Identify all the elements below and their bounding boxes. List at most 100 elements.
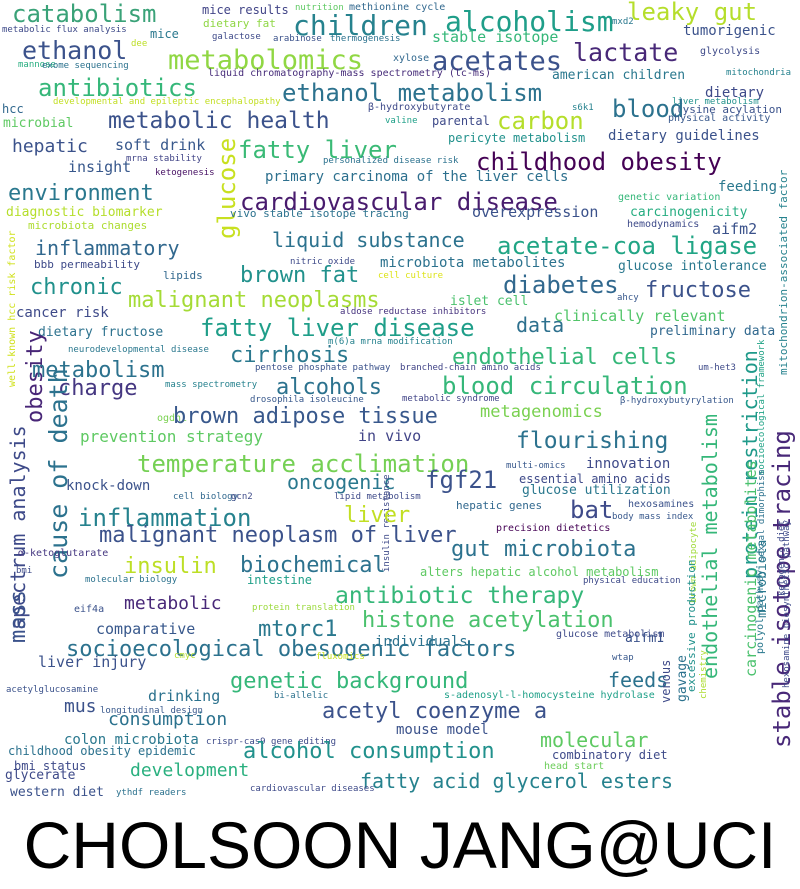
cloud-word: fatty liver xyxy=(238,136,397,164)
cloud-word: α-ketoglutarate xyxy=(18,548,109,559)
cloud-word: essential amino acids xyxy=(519,472,671,486)
cloud-word: brown fat xyxy=(240,263,360,288)
cloud-word: β-hydroxybutyrate xyxy=(368,102,471,113)
cloud-word: bat xyxy=(570,496,614,524)
cloud-word: chemistry xyxy=(699,650,709,699)
cloud-word: pericyte metabolism xyxy=(448,131,586,145)
cloud-word: precision dietetics xyxy=(496,523,611,534)
cloud-word: liver xyxy=(344,503,411,528)
cloud-word: overexpression xyxy=(472,203,599,221)
cloud-word: innovation xyxy=(586,456,671,472)
cloud-word: childhood obesity epidemic xyxy=(8,744,196,758)
cloud-word: metabolic flux analysis xyxy=(2,25,127,35)
cloud-word: bbb permeability xyxy=(34,258,140,271)
cloud-word: comparative xyxy=(96,620,196,638)
cloud-word: parental xyxy=(432,114,490,128)
cloud-word: molecular xyxy=(540,728,649,752)
cloud-word: flourishing xyxy=(516,428,669,454)
cloud-word: soft drink xyxy=(115,136,206,154)
cloud-word: mxd2 xyxy=(612,17,634,27)
cloud-word: pentose phosphate pathway xyxy=(255,363,391,373)
cloud-word: blood circulation xyxy=(442,372,688,400)
cloud-word: cell biology xyxy=(173,492,239,502)
cloud-word: hexosamines xyxy=(628,499,695,510)
cloud-word: metagenomics xyxy=(480,402,603,422)
cloud-word: drinking xyxy=(148,687,221,705)
cloud-word: lactate xyxy=(573,38,679,67)
cloud-word: prevention strategy xyxy=(80,427,264,446)
cloud-word: m(6)a mrna modification xyxy=(328,337,453,347)
cloud-word: molecular biology xyxy=(85,575,178,585)
cloud-word: glucose intolerance xyxy=(618,259,767,274)
cloud-word: hepatic xyxy=(12,136,88,157)
cloud-word: dietary fat xyxy=(203,17,276,30)
cloud-word: mtorc1 xyxy=(258,617,338,642)
cloud-word: metabolomics xyxy=(168,45,364,76)
cloud-word: dee xyxy=(131,39,148,49)
cloud-word: mass spectrometry xyxy=(165,380,258,390)
cloud-word: microbiota changes xyxy=(28,219,148,232)
cloud-word: environment xyxy=(8,181,154,206)
cloud-word: s-adenosyl-l-homocysteine hydrolase xyxy=(444,690,655,701)
cloud-word: insight xyxy=(68,158,132,176)
cloud-word: nutrition xyxy=(295,3,344,13)
cloud-word: venous xyxy=(659,659,673,703)
cloud-word: islet cell xyxy=(450,294,529,309)
cloud-word: intestine xyxy=(247,573,313,587)
cloud-word: ahcy xyxy=(617,293,639,303)
cloud-word: bi-allelic xyxy=(274,691,329,701)
cloud-word: dietary fructose xyxy=(38,325,164,340)
cloud-word: um-het3 xyxy=(698,363,736,373)
cloud-word: mass xyxy=(6,590,31,643)
cloud-word: β-hydroxybutyrylation xyxy=(620,396,734,406)
cloud-word: alcohol consumption xyxy=(243,739,495,764)
cloud-word: vivo stable isotope tracing xyxy=(230,207,409,220)
cloud-word: antibiotics xyxy=(38,74,197,102)
cloud-word: aifm1 xyxy=(625,631,665,646)
cloud-word: mus xyxy=(64,696,97,717)
cloud-word: development xyxy=(130,760,250,781)
cloud-word: mouse model xyxy=(396,722,489,738)
cloud-word: temperature acclimation xyxy=(137,450,470,478)
cloud-word: bmi status xyxy=(14,759,87,773)
cloud-word: fructose xyxy=(645,278,751,303)
cloud-word: acetyl coenzyme a xyxy=(322,699,548,724)
cloud-word: thermogenesis xyxy=(330,34,401,44)
cloud-word: neurodevelopmental disease xyxy=(68,345,209,355)
cloud-word: catabolism xyxy=(12,0,157,28)
cloud-word: tumorigenic xyxy=(683,23,776,39)
cloud-word: gavage xyxy=(675,655,690,702)
cloud-word: bmi xyxy=(16,566,33,576)
cloud-word: cardiovascular disease xyxy=(240,188,558,216)
cloud-word: feeding xyxy=(718,179,778,195)
cloud-word: alcoholism xyxy=(445,5,614,38)
cloud-word: methionine cycle xyxy=(349,2,446,13)
cloud-word: hemodynamics xyxy=(627,219,700,230)
cloud-word: inflammation xyxy=(78,504,252,532)
cloud-word: cmyc xyxy=(174,651,196,661)
cloud-word: acetate-coa ligase xyxy=(497,232,758,260)
cloud-word: chronic xyxy=(30,275,123,300)
cloud-word: physical education xyxy=(583,576,681,586)
cloud-word: microbiota xyxy=(755,539,770,618)
cloud-word: alters hepatic alcohol metabolism xyxy=(420,565,659,579)
cloud-word: fatty acid glycerol esters xyxy=(360,769,674,793)
cloud-word: glucose metabolism xyxy=(556,629,665,640)
cloud-word: metabolism xyxy=(32,358,165,383)
cloud-word: personalized disease risk xyxy=(323,156,459,166)
cloud-word: primary carcinoma of the liver cells xyxy=(265,169,569,185)
cloud-word: western diet xyxy=(10,785,104,800)
cloud-word: preliminary data xyxy=(650,324,776,339)
cloud-word: gcn2 xyxy=(231,492,253,502)
cloud-word: endothelial cells xyxy=(452,345,678,370)
cloud-word: physical activity xyxy=(668,113,771,124)
cloud-word: multi-omics xyxy=(506,461,566,471)
cloud-word: dietary xyxy=(705,85,765,101)
cloud-word: protein translation xyxy=(252,603,355,613)
cloud-word: nitric oxide xyxy=(290,257,356,267)
cloud-word: blood xyxy=(612,95,685,123)
cloud-word: metabolic xyxy=(124,593,222,614)
cloud-word: cancer risk xyxy=(16,305,109,321)
cloud-word: lipid metabolism xyxy=(334,492,421,502)
